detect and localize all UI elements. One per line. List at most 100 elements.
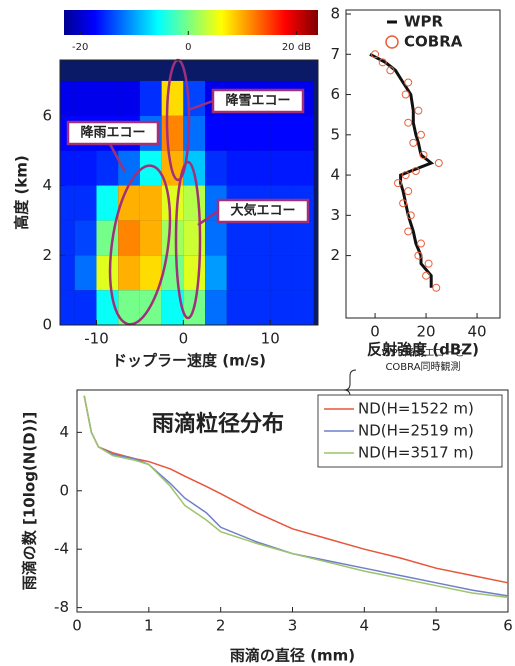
y-axis-label: 雨滴の数 [10log(N(D))] (21, 412, 39, 590)
x-tick-label: 0 (179, 330, 189, 348)
heat-cell (249, 220, 271, 255)
data-point (405, 188, 412, 195)
heat-cell (75, 151, 97, 186)
data-point (425, 260, 432, 267)
heat-cell (96, 186, 118, 221)
heat-cell (118, 151, 140, 186)
heat-cell (96, 151, 118, 186)
x-tick-label: 6 (503, 617, 513, 635)
heat-cell (140, 81, 162, 116)
heat-cell (249, 116, 271, 151)
note: COBRA同時観測 (385, 360, 460, 373)
y-tick-label: 6 (330, 85, 340, 103)
heat-cell (75, 255, 97, 290)
legend-label: WPR (404, 13, 444, 31)
colorbar (64, 10, 318, 35)
profile-line (370, 54, 431, 287)
heat-cell (270, 116, 292, 151)
legend-label: COBRA (404, 33, 463, 51)
x-tick-label: 0 (370, 323, 380, 341)
x-tick-label: 3 (288, 617, 298, 635)
x-tick-label: 5 (431, 617, 441, 635)
heat-cell (183, 186, 205, 221)
y-tick-label: 2 (42, 246, 52, 264)
heat-cell (183, 255, 205, 290)
annotation: 大気エコー (230, 203, 295, 219)
x-axis-label: 雨滴の直径 (mm) (230, 647, 355, 665)
legend-label: ND(H=2519 m) (358, 422, 474, 440)
heat-cell (227, 116, 249, 151)
data-point (417, 240, 424, 247)
y-tick-label: 4 (59, 423, 69, 441)
y-axis-label: 高度 (km) (13, 155, 31, 230)
data-point (405, 228, 412, 235)
heat-cell (140, 220, 162, 255)
y-tick-label: 4 (42, 176, 52, 194)
note: WPR降雨エコーと (382, 346, 465, 359)
x-tick-label: -10 (84, 330, 109, 348)
heat-cell (96, 81, 118, 116)
heat-cell (118, 81, 140, 116)
x-tick-label: 0 (72, 617, 82, 635)
heat-cell (249, 290, 271, 325)
data-point (405, 79, 412, 86)
x-tick-label: 4 (360, 617, 370, 635)
x-tick-label: 40 (468, 323, 487, 341)
y-tick-label: -4 (54, 540, 69, 558)
heat-cell (96, 255, 118, 290)
data-point (433, 284, 440, 291)
x-tick-label: 2 (216, 617, 226, 635)
heat-cell (118, 255, 140, 290)
heat-cell (292, 290, 314, 325)
data-point (417, 131, 424, 138)
y-tick-label: 8 (330, 5, 340, 23)
data-point (402, 91, 409, 98)
heat-cell (227, 255, 249, 290)
data-point (423, 272, 430, 279)
colorbar-label: 0 (185, 42, 191, 53)
data-point (415, 107, 422, 114)
x-tick-label: 10 (261, 330, 280, 348)
heat-cell (60, 151, 75, 186)
heat-cell (270, 290, 292, 325)
profile-frame (346, 10, 500, 318)
heat-cell (75, 290, 97, 325)
legend-label: ND(H=1522 m) (358, 400, 474, 418)
heat-cell (183, 220, 205, 255)
x-axis-label: ドップラー速度 (m/s) (112, 352, 266, 370)
heat-cell (162, 186, 184, 221)
heat-cell (205, 151, 227, 186)
heat-cell (60, 81, 75, 116)
y-tick-label: 7 (330, 45, 340, 63)
y-tick-label: 4 (330, 166, 340, 184)
y-tick-label: -8 (54, 598, 69, 616)
y-tick-label: 6 (42, 106, 52, 124)
heat-cell (118, 220, 140, 255)
heat-cell (60, 186, 75, 221)
y-tick-label: 2 (330, 246, 340, 264)
heat-cell (292, 151, 314, 186)
heat-cell (292, 220, 314, 255)
annotation: 降雨エコー (80, 125, 145, 141)
legend-label: ND(H=3517 m) (358, 444, 474, 462)
heat-cell (292, 255, 314, 290)
heat-cell (249, 151, 271, 186)
annotation: 降雪エコー (225, 93, 290, 109)
heat-cell (227, 220, 249, 255)
heat-cell (162, 81, 184, 116)
data-point (405, 119, 412, 126)
heat-cell (75, 81, 97, 116)
y-tick-label: 5 (330, 125, 340, 143)
heat-cell (270, 220, 292, 255)
colorbar-label: -20 (72, 42, 88, 53)
heat-cell (227, 290, 249, 325)
heat-cell (205, 220, 227, 255)
heat-cell (75, 186, 97, 221)
heat-cell (205, 116, 227, 151)
x-tick-label: 1 (144, 617, 154, 635)
y-tick-label: 3 (330, 206, 340, 224)
y-tick-label: 0 (59, 481, 69, 499)
heat-cell (75, 220, 97, 255)
heat-cell (205, 290, 227, 325)
heat-cell (270, 151, 292, 186)
